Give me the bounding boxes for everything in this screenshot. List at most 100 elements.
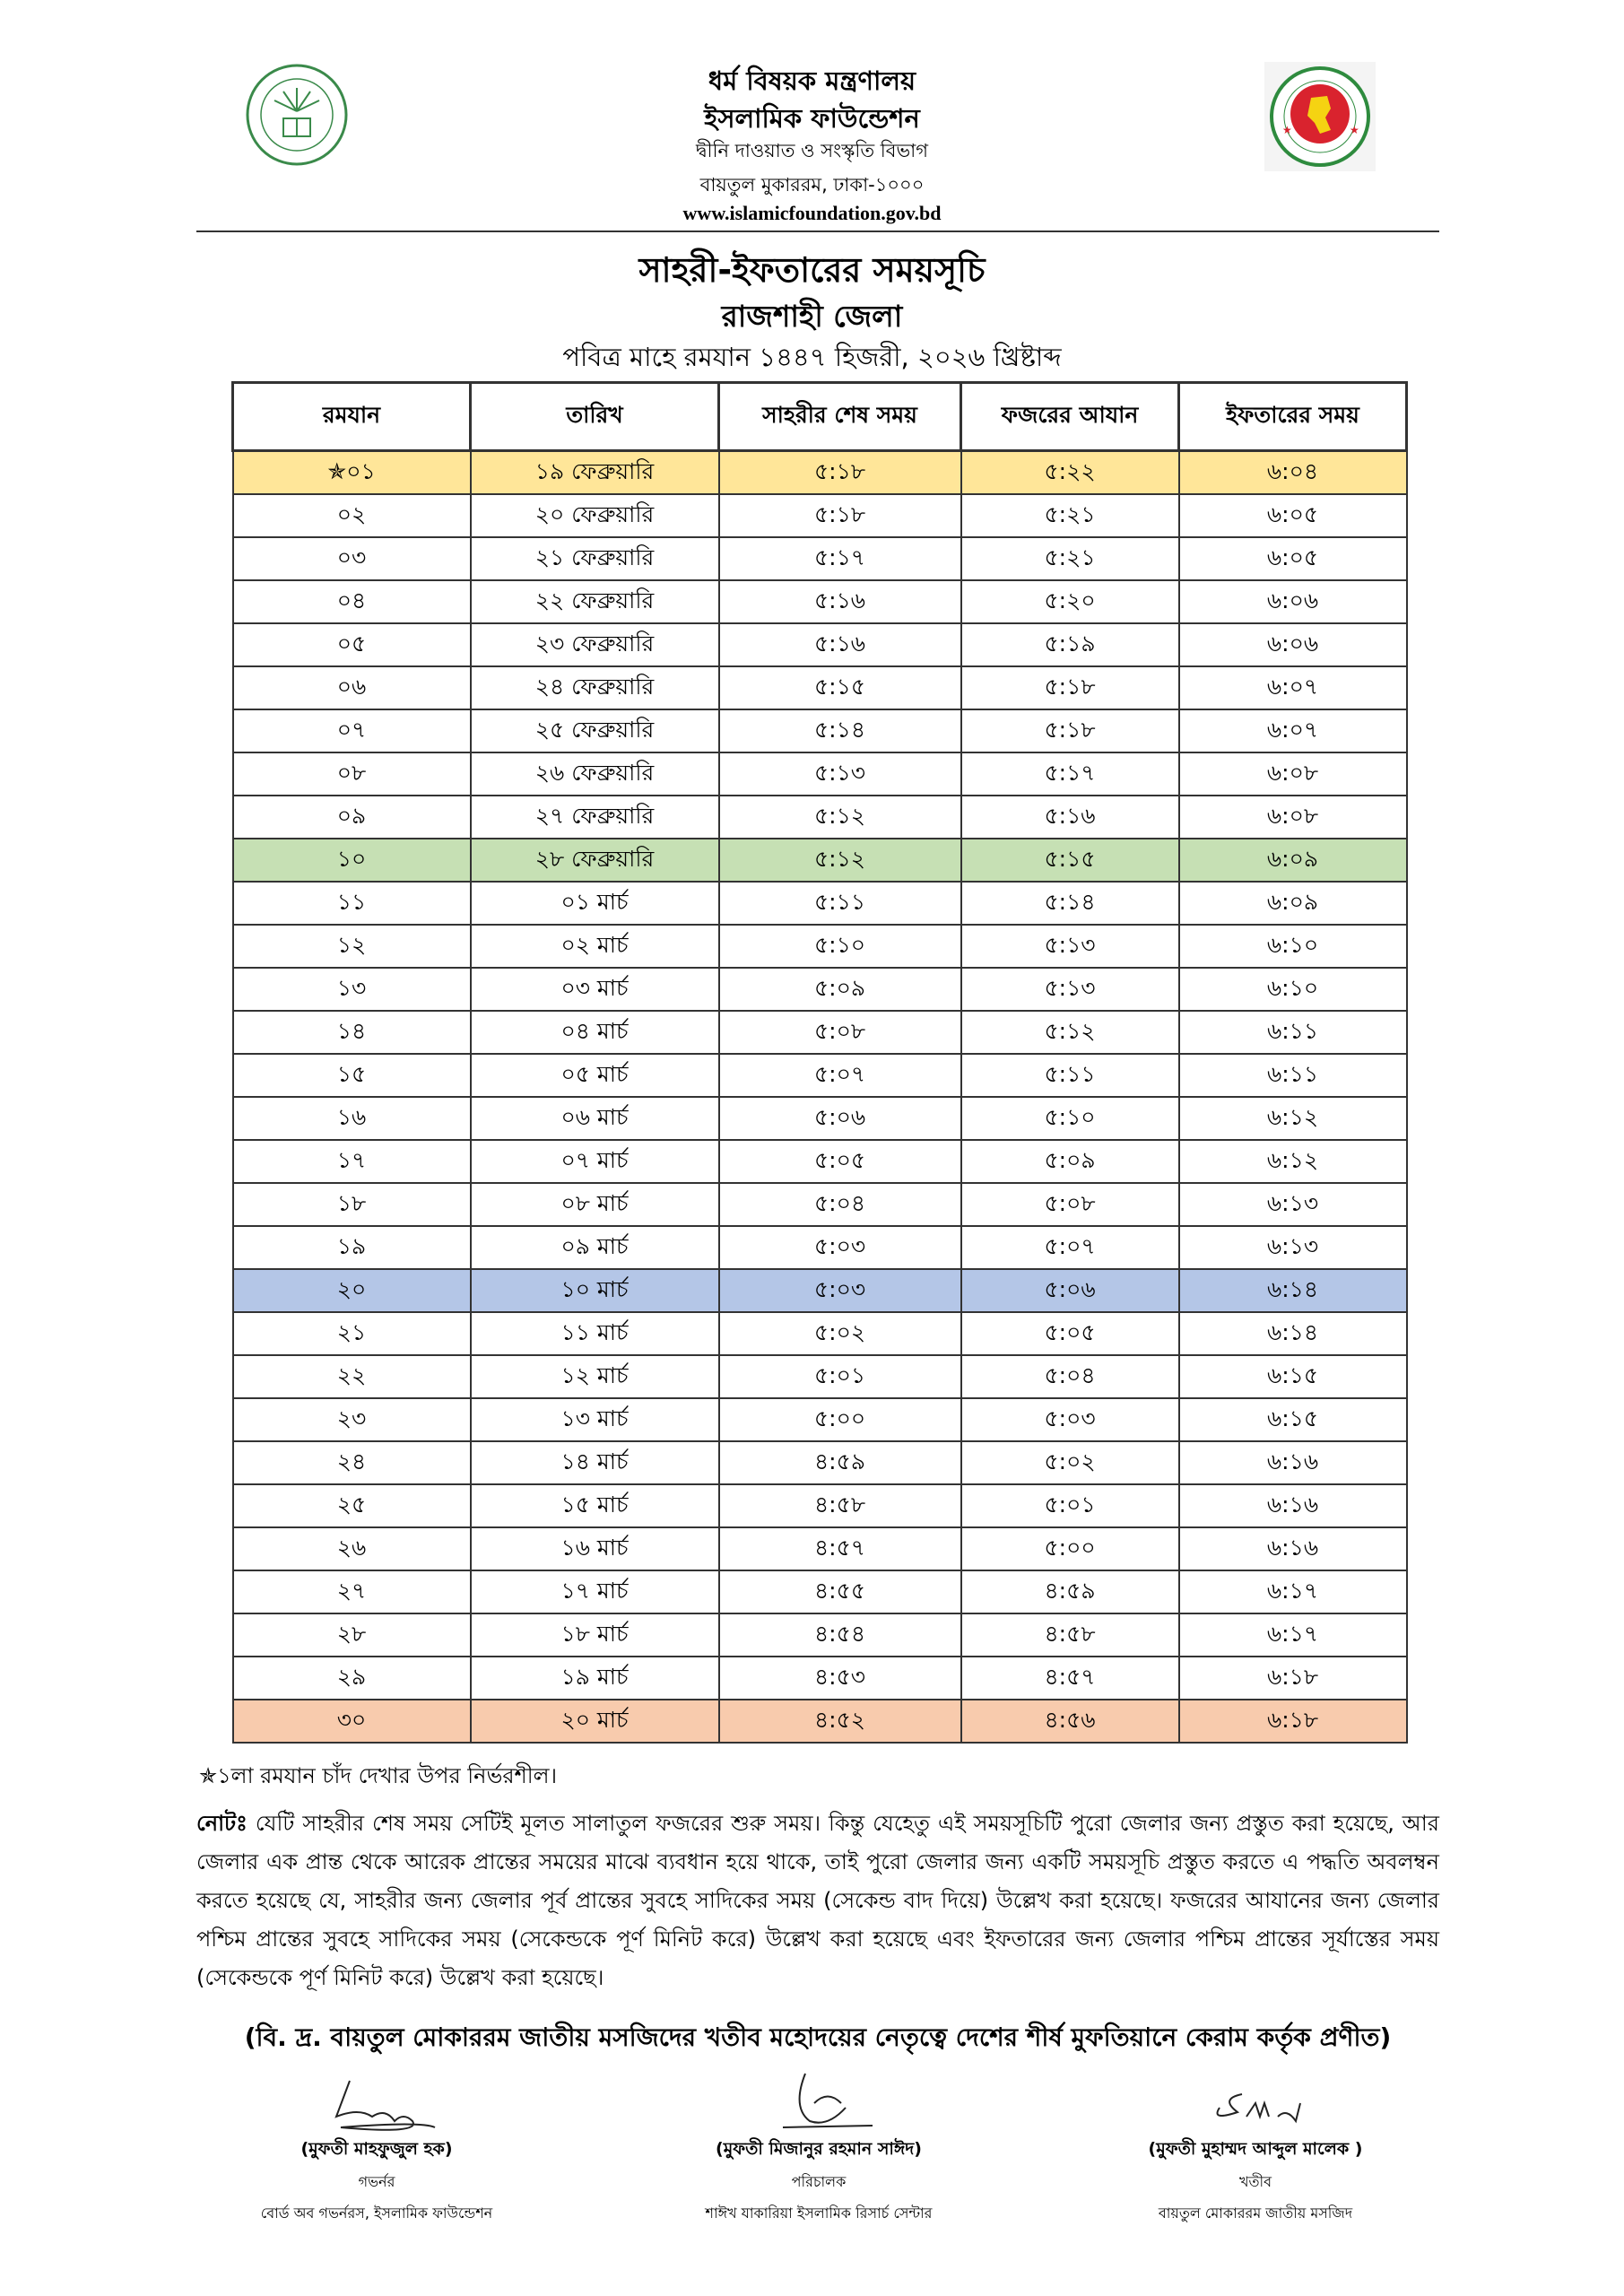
sehri-end-time-cell: ৫:১৮ <box>717 493 962 538</box>
signatory-name: (মুফতী মিজানুর রহমান সাঈদ) <box>716 2139 922 2159</box>
fajr-azan-time-cell: ৪:৫৬ <box>960 1699 1180 1744</box>
date-cell: ১৩ মার্চ <box>469 1397 720 1442</box>
sehri-end-time-cell: ৪:৫৫ <box>717 1570 962 1614</box>
fajr-azan-time-cell: ৫:০৮ <box>960 1182 1180 1227</box>
signatory-3: (মুফতী মুহাম্মদ আব্দুল মালেক ) খতীব বায়… <box>1049 2072 1462 2226</box>
iftar-time-cell: ৬:১৩ <box>1177 1225 1408 1270</box>
signatory-title: গভর্নর <box>358 2173 395 2190</box>
ramadan-day-cell: ২৯ <box>231 1656 472 1700</box>
table-row: ২৩ ১৩ মার্চ ৫:০০ ৫:০৩ ৬:১৫ <box>231 1397 1408 1442</box>
ramadan-day-cell: ২৬ <box>231 1526 472 1571</box>
note-label: নোটঃ <box>196 1811 248 1836</box>
signatory-title: খতীব <box>1239 2173 1272 2190</box>
date-cell: ১৪ মার্চ <box>469 1440 720 1485</box>
signatory-org: বোর্ড অব গভর্নরস, ইসলামিক ফাউন্ডেশন <box>260 2205 493 2222</box>
iftar-time-cell: ৬:০৭ <box>1177 665 1408 710</box>
organization-name: ইসলামিক ফাউন্ডেশন <box>704 103 920 134</box>
note-paragraph: নোটঃ যেটি সাহরীর শেষ সময় সেটিই মূলত সাল… <box>196 1805 1439 1997</box>
fajr-azan-time-cell: ৫:১২ <box>960 1010 1180 1055</box>
fajr-azan-time-cell: ৫:১৩ <box>960 967 1180 1012</box>
ramadan-day-cell: ১৬ <box>231 1096 472 1141</box>
table-row: ১৭ ০৭ মার্চ ৫:০৫ ৫:০৯ ৬:১২ <box>231 1139 1408 1184</box>
signatory-org: শাঈখ যাকারিয়া ইসলামিক রিসার্চ সেন্টার <box>705 2205 933 2222</box>
column-header-iftar: ইফতারের সময় <box>1177 381 1408 452</box>
ramadan-day-cell: ১০ <box>231 838 472 883</box>
signature-icon <box>334 2080 436 2131</box>
date-cell: ১৬ মার্চ <box>469 1526 720 1571</box>
iftar-time-cell: ৬:১৮ <box>1177 1699 1408 1744</box>
date-cell: ১১ মার্চ <box>469 1311 720 1356</box>
iftar-time-cell: ৬:১৩ <box>1177 1182 1408 1227</box>
table-row: ২৯ ১৯ মার্চ ৪:৫৩ ৪:৫৭ ৬:১৮ <box>231 1656 1408 1700</box>
ramadan-day-cell: ১৮ <box>231 1182 472 1227</box>
sehri-end-time-cell: ৫:০১ <box>717 1354 962 1399</box>
ramadan-day-cell: ২১ <box>231 1311 472 1356</box>
date-cell: ০৭ মার্চ <box>469 1139 720 1184</box>
note-text: যেটি সাহরীর শেষ সময় সেটিই মূলত সালাতুল … <box>196 1811 1439 1990</box>
iftar-time-cell: ৬:১৪ <box>1177 1311 1408 1356</box>
fajr-azan-time-cell: ৫:১৯ <box>960 622 1180 667</box>
table-row: ১১ ০১ মার্চ ৫:১১ ৫:১৪ ৬:০৯ <box>231 881 1408 926</box>
ramadan-day-cell: ০৩ <box>231 536 472 581</box>
iftar-time-cell: ৬:০৪ <box>1177 449 1408 495</box>
fajr-azan-time-cell: ৫:০০ <box>960 1526 1180 1571</box>
website-link[interactable]: www.islamicfoundation.gov.bd <box>682 202 942 224</box>
sehri-end-time-cell: ৪:৫৯ <box>717 1440 962 1485</box>
date-cell: ০৪ মার্চ <box>469 1010 720 1055</box>
iftar-time-cell: ৬:১২ <box>1177 1096 1408 1141</box>
sehri-end-time-cell: ৫:১৬ <box>717 622 962 667</box>
iftar-time-cell: ৬:০৬ <box>1177 579 1408 624</box>
date-cell: ২২ ফেব্রুয়ারি <box>469 579 720 624</box>
iftar-time-cell: ৬:১৪ <box>1177 1268 1408 1313</box>
ramadan-day-cell: ২২ <box>231 1354 472 1399</box>
ramadan-day-cell: ১৩ <box>231 967 472 1012</box>
iftar-time-cell: ৬:১১ <box>1177 1053 1408 1098</box>
iftar-time-cell: ৬:১১ <box>1177 1010 1408 1055</box>
sehri-end-time-cell: ৫:০৩ <box>717 1268 962 1313</box>
date-cell: ১৭ মার্চ <box>469 1570 720 1614</box>
fajr-azan-time-cell: ৫:০৪ <box>960 1354 1180 1399</box>
iftar-time-cell: ৬:১৬ <box>1177 1526 1408 1571</box>
iftar-time-cell: ৬:১০ <box>1177 967 1408 1012</box>
department-name: দ্বীনি দাওয়াত ও সংস্কৃতি বিভাগ <box>696 140 928 161</box>
ramadan-day-cell: ৩০ <box>231 1699 472 1744</box>
fajr-azan-time-cell: ৫:০২ <box>960 1440 1180 1485</box>
sehri-end-time-cell: ৫:০৩ <box>717 1225 962 1270</box>
sehri-end-time-cell: ৫:১৩ <box>717 752 962 796</box>
fajr-azan-time-cell: ৫:০৬ <box>960 1268 1180 1313</box>
iftar-time-cell: ৬:১৭ <box>1177 1570 1408 1614</box>
column-header-fajr-azan: ফজরের আযান <box>960 381 1180 452</box>
date-cell: ২১ ফেব্রুয়ারি <box>469 536 720 581</box>
iftar-time-cell: ৬:১৮ <box>1177 1656 1408 1700</box>
table-row: ১৬ ০৬ মার্চ ৫:০৬ ৫:১০ ৬:১২ <box>231 1096 1408 1141</box>
fajr-azan-time-cell: ৫:১১ <box>960 1053 1180 1098</box>
date-cell: ২৫ ফেব্রুয়ারি <box>469 709 720 753</box>
date-cell: ০১ মার্চ <box>469 881 720 926</box>
fajr-azan-time-cell: ৪:৫৯ <box>960 1570 1180 1614</box>
sehri-end-time-cell: ৫:১০ <box>717 924 962 969</box>
fajr-azan-time-cell: ৫:০৩ <box>960 1397 1180 1442</box>
table-row: ১৪ ০৪ মার্চ ৫:০৮ ৫:১২ ৬:১১ <box>231 1010 1408 1055</box>
date-cell: ১৯ ফেব্রুয়ারি <box>469 449 720 495</box>
sehri-end-time-cell: ৫:০৯ <box>717 967 962 1012</box>
date-cell: ০৫ মার্চ <box>469 1053 720 1098</box>
sehri-end-time-cell: ৫:১৬ <box>717 579 962 624</box>
date-cell: ২০ মার্চ <box>469 1699 720 1744</box>
sehri-end-time-cell: ৪:৫৪ <box>717 1613 962 1657</box>
ramadan-day-cell: ২৮ <box>231 1613 472 1657</box>
ministry-name: ধর্ম বিষয়ক মন্ত্রণালয় <box>708 65 916 96</box>
table-row: ২৪ ১৪ মার্চ ৪:৫৯ ৫:০২ ৬:১৬ <box>231 1440 1408 1485</box>
fajr-azan-time-cell: ৫:১৮ <box>960 709 1180 753</box>
fajr-azan-time-cell: ৫:১৮ <box>960 665 1180 710</box>
ramadan-day-cell: ২৪ <box>231 1440 472 1485</box>
page-title: সাহরী-ইফতারের সময়সূচি <box>638 250 986 290</box>
iftar-time-cell: ৬:০৯ <box>1177 881 1408 926</box>
signatory-1: (মুফতী মাহফুজুল হক) গভর্নর বোর্ড অব গভর্… <box>170 2072 583 2226</box>
sehri-end-time-cell: ৫:১২ <box>717 838 962 883</box>
sehri-end-time-cell: ৫:১৮ <box>717 449 962 495</box>
sehri-end-time-cell: ৫:১৪ <box>717 709 962 753</box>
date-cell: ২৭ ফেব্রুয়ারি <box>469 795 720 839</box>
table-row: ২১ ১১ মার্চ ৫:০২ ৫:০৫ ৬:১৪ <box>231 1311 1408 1356</box>
ramadan-day-cell: ১১ <box>231 881 472 926</box>
iftar-time-cell: ৬:১৭ <box>1177 1613 1408 1657</box>
